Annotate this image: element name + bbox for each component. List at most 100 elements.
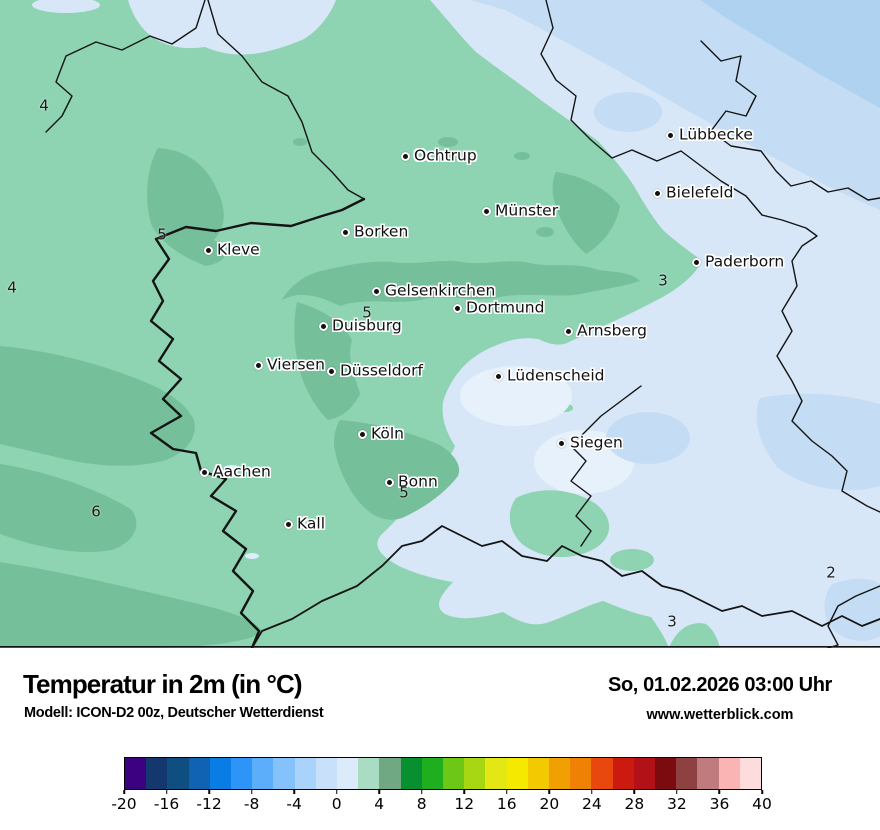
city-dot-icon — [341, 228, 350, 237]
colorbar-tick-label: 24 — [581, 795, 602, 813]
city-label: Borken — [354, 222, 409, 241]
colorbar-tick-mark — [591, 790, 593, 794]
city-label: Düsseldorf — [340, 361, 423, 380]
colorbar-segment — [549, 758, 571, 789]
colorbar-tick-label: 4 — [374, 795, 385, 813]
city-label: Dortmund — [466, 298, 545, 317]
city-dot-icon — [557, 439, 566, 448]
colorbar-segment — [527, 758, 550, 789]
map-borders — [0, 0, 880, 648]
temperature-value-label: 3 — [667, 612, 677, 631]
temperature-value-label: 4 — [39, 96, 49, 115]
colorbar-tick-label: 40 — [752, 795, 772, 813]
colorbar-segment — [125, 758, 147, 789]
map-northeast-blue — [470, 0, 880, 210]
colorbar-segment — [570, 758, 592, 789]
city-dot-icon — [401, 152, 410, 161]
colorbar-tick-label: 20 — [539, 795, 560, 813]
city-label: Bielefeld — [666, 183, 734, 202]
colorbar-tick-mark — [463, 790, 466, 794]
colorbar-tick-mark — [506, 790, 508, 794]
colorbar-tick-label: -16 — [153, 795, 180, 813]
website-url: www.wetterblick.com — [646, 707, 794, 723]
city-label: Gelsenkirchen — [385, 281, 496, 300]
colorbar-segment — [358, 758, 380, 789]
city-label: Viersen — [267, 355, 325, 374]
colorbar-ticks: -20 -16 -12 -8 -4 0 4 8 12 16 20 24 28 32 36 40 — [111, 790, 772, 816]
colorbar-tick-label: 0 — [331, 795, 342, 813]
city-label: Lübbecke — [679, 125, 753, 144]
colorbar-segment — [146, 758, 168, 789]
temperature-value-label: 5 — [362, 303, 372, 322]
colorbar-segment — [718, 758, 740, 789]
colorbar-tick-label: 16 — [496, 795, 517, 813]
city-label: Kleve — [217, 240, 260, 259]
city-dot-icon — [204, 246, 213, 255]
map-overlay: Lübbecke Ochtrup Bielefeld Münster Borken Kle… — [7, 96, 836, 631]
colorbar-tick-label: 8 — [416, 795, 427, 813]
city-label: Siegen — [570, 433, 623, 452]
city-label: Arnsberg — [577, 321, 647, 340]
colorbar-segment — [231, 758, 253, 789]
city-dot-icon — [692, 258, 701, 267]
colorbar-segment — [591, 758, 613, 789]
city-dot-icon — [494, 372, 503, 381]
colorbar-segment — [506, 758, 528, 789]
temperature-value-label: 2 — [826, 563, 836, 582]
city-dot-icon — [453, 304, 462, 313]
model-info: Modell: ICON-D2 00z, Deutscher Wetterdie… — [24, 705, 324, 721]
weather-map-canvas — [0, 0, 880, 648]
colorbar-segment — [252, 758, 274, 789]
city-dot-icon — [327, 367, 336, 376]
colorbar-tick-mark — [208, 790, 210, 794]
city-dot-icon — [482, 207, 491, 216]
city-dot-icon — [254, 361, 263, 370]
colorbar-tick-mark — [548, 790, 551, 794]
colorbar-segment — [739, 758, 762, 789]
page-title: Temperatur in 2m (in °C) — [23, 669, 303, 699]
colorbar-tick-mark — [378, 790, 380, 794]
map-east-blue-patches — [224, 92, 880, 641]
colorbar-segment — [633, 758, 656, 789]
colorbar-segment — [400, 758, 422, 789]
colorbar-tick-label: -20 — [111, 795, 137, 813]
colorbar-segment — [485, 758, 507, 789]
city-label: Lüdenscheid — [507, 366, 605, 385]
map-dark-green-patches — [0, 137, 640, 648]
colorbar-segment — [315, 758, 338, 789]
colorbar-segment — [464, 758, 486, 789]
city-dot-icon — [653, 189, 662, 198]
colorbar-tick-mark — [293, 790, 295, 794]
colorbar-tick-mark — [718, 790, 721, 794]
colorbar-tick-mark — [250, 790, 253, 794]
city-dot-icon — [284, 520, 293, 529]
city-label: Aachen — [213, 462, 271, 481]
temperature-value-label: 3 — [658, 271, 668, 290]
colorbar-segment — [421, 758, 444, 789]
colorbar-segment — [697, 758, 719, 789]
colorbar-tick-label: 36 — [709, 795, 730, 813]
city-label: Kall — [297, 514, 326, 533]
map-area: Lübbecke Ochtrup Bielefeld Münster Borken Kle… — [0, 0, 880, 648]
colorbar-tick-mark — [761, 790, 763, 794]
colorbar-segment — [676, 758, 698, 789]
city-dot-icon — [385, 478, 394, 487]
colorbar-tick-mark — [676, 790, 678, 794]
colorbar-tick-label: 12 — [454, 795, 475, 813]
temperature-value-label: 6 — [91, 502, 101, 521]
city-dot-icon — [358, 430, 367, 439]
colorbar-tick-mark — [165, 790, 168, 794]
city-label: Duisburg — [332, 316, 402, 335]
city-label: Köln — [371, 424, 405, 443]
colorbar-tick-label: -4 — [286, 795, 302, 813]
colorbar-tick-label: -12 — [196, 795, 222, 813]
city-label: Ochtrup — [414, 146, 477, 165]
colorbar-tick-label: 28 — [624, 795, 645, 813]
city-label: Paderborn — [705, 252, 785, 271]
colorbar-tick-label: 32 — [667, 795, 687, 813]
colorbar-tick-label: -8 — [243, 795, 260, 813]
city-dot-icon — [372, 287, 381, 296]
temperature-value-label: 5 — [157, 225, 167, 244]
forecast-datetime: So, 01.02.2026 03:00 Uhr — [608, 674, 832, 696]
